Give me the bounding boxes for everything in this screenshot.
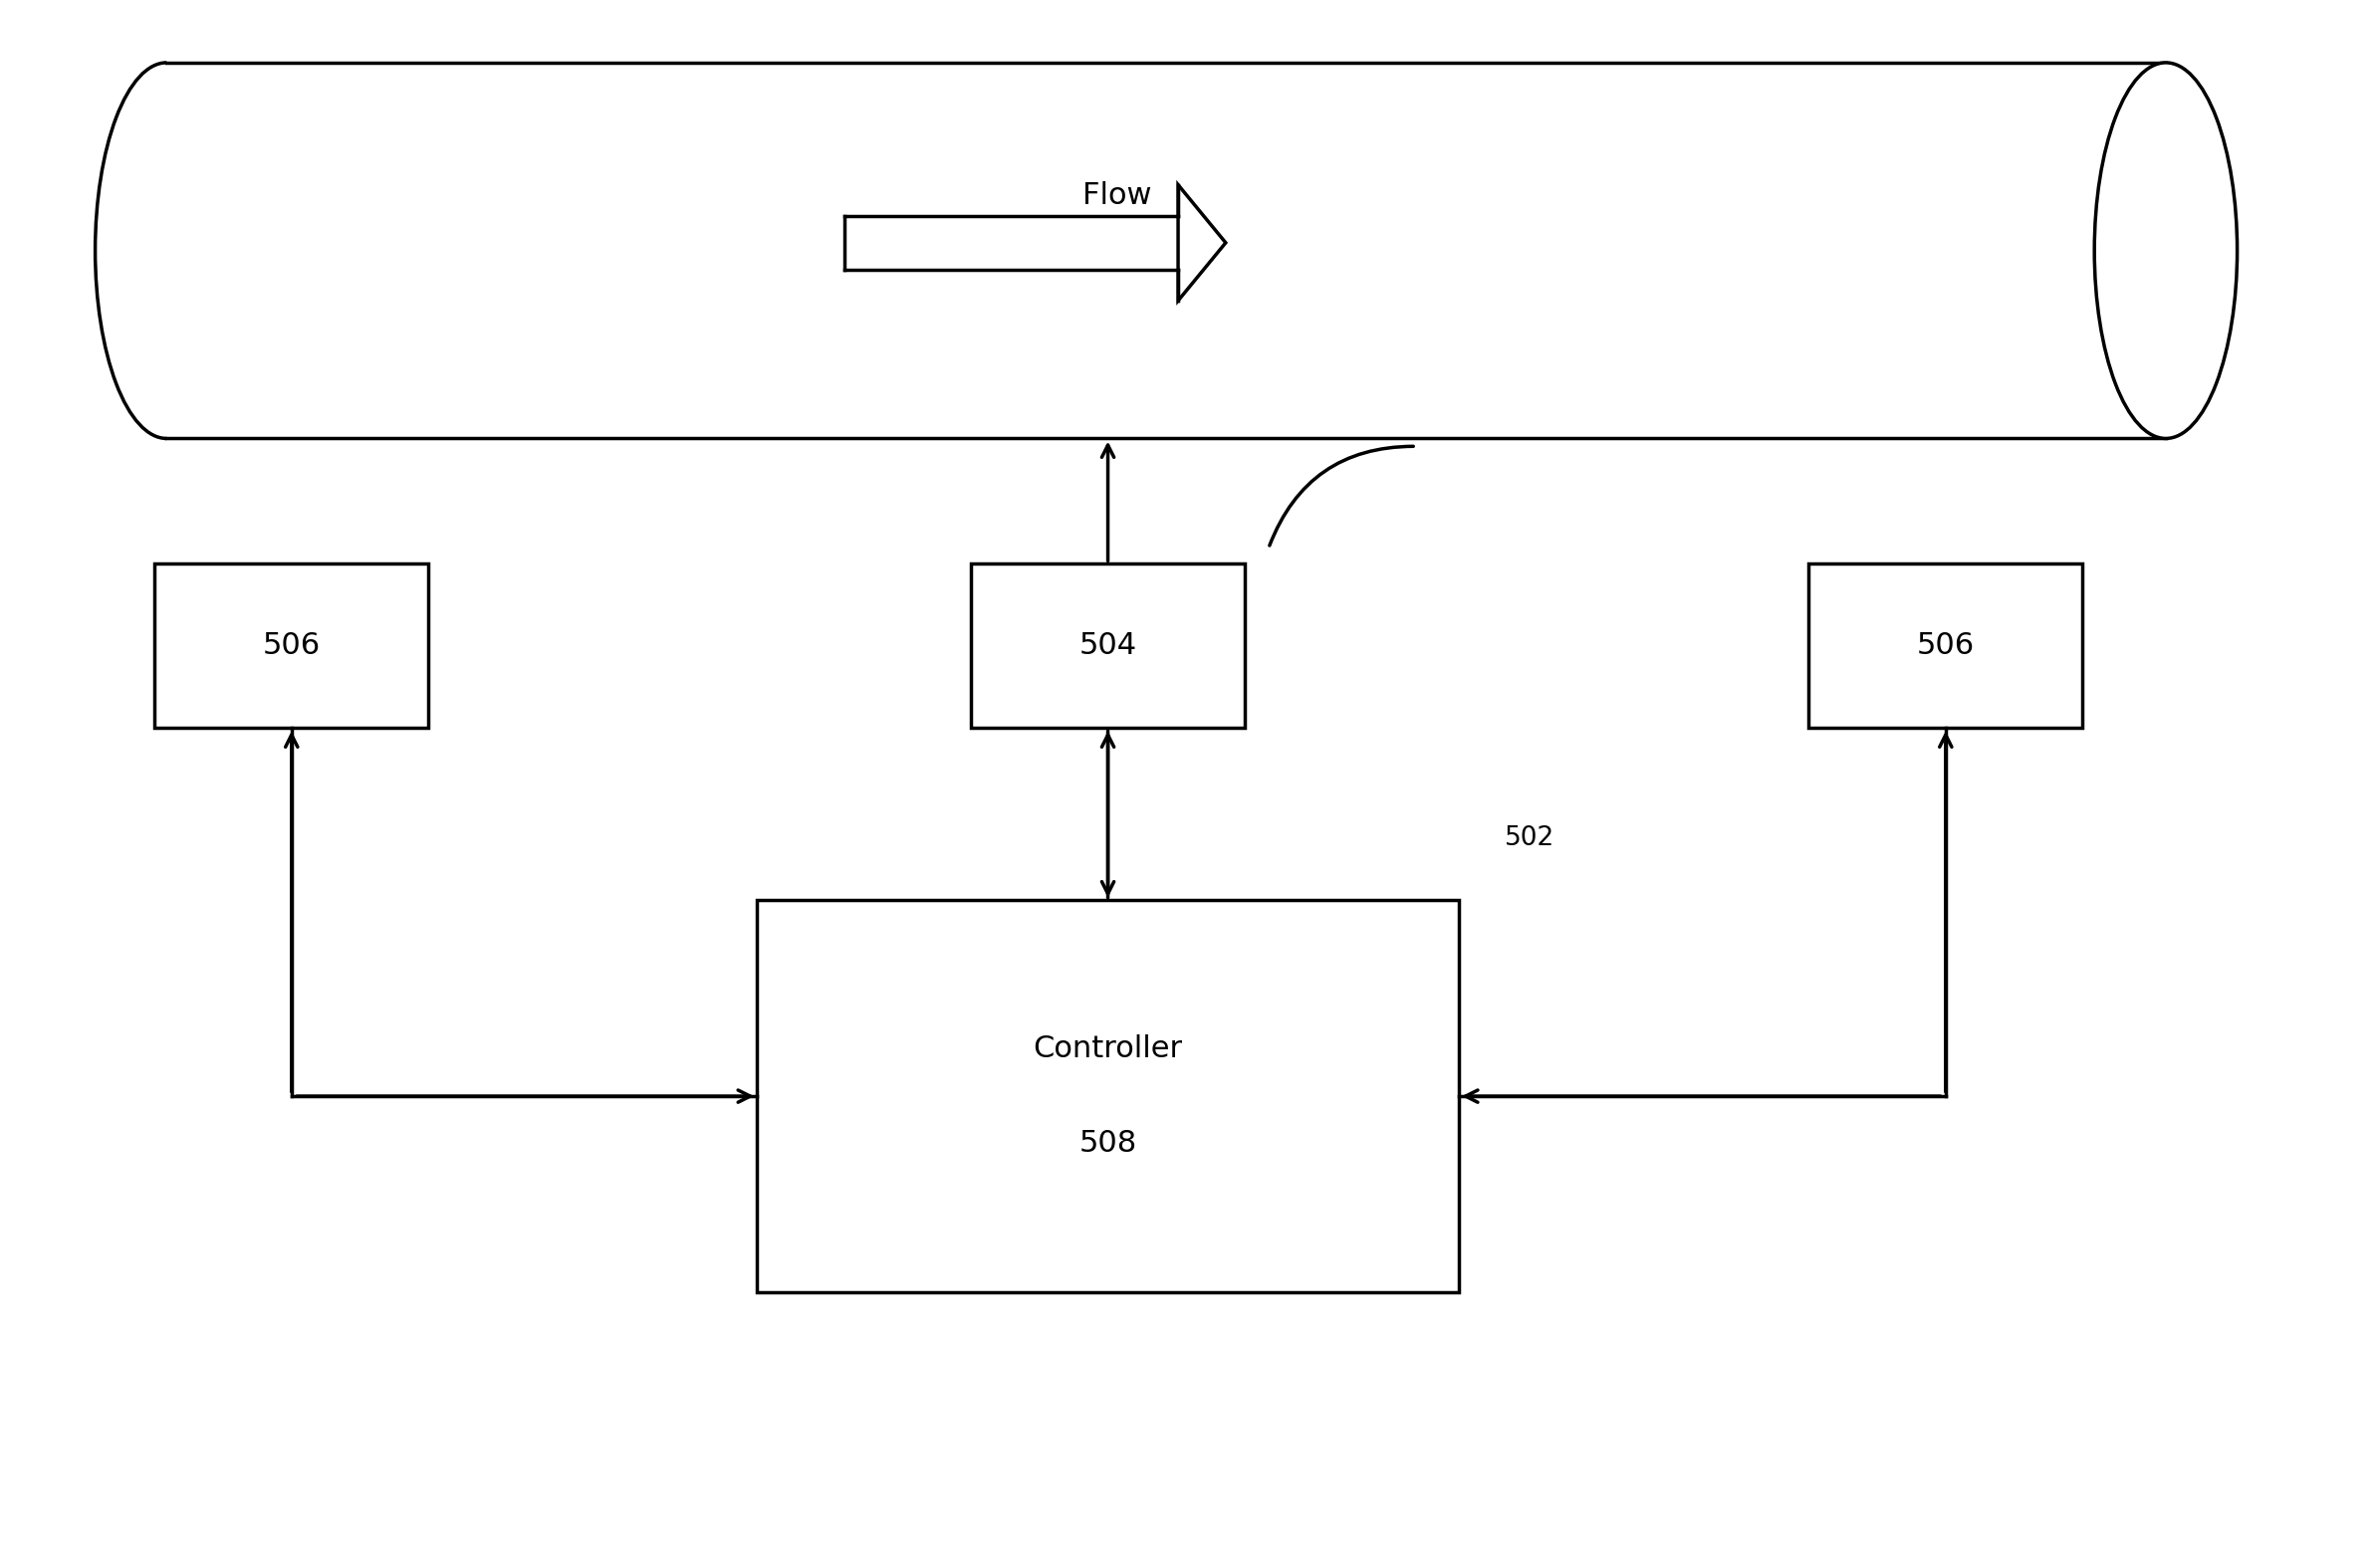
Bar (167, 63, 2166, 438)
Text: 504: 504 (1078, 631, 1138, 661)
Bar (1809, 564, 2082, 728)
Text: 502: 502 (1504, 825, 1554, 850)
Text: 508: 508 (1078, 1129, 1138, 1157)
Bar (971, 564, 1245, 728)
Ellipse shape (2094, 63, 2237, 438)
Text: Flow: Flow (1083, 182, 1152, 210)
Text: Controller: Controller (1033, 1035, 1183, 1063)
Bar (757, 900, 1459, 1292)
Text: 506: 506 (1916, 631, 1975, 661)
Bar (95, 63, 167, 438)
Text: 506: 506 (262, 631, 321, 661)
Bar (155, 564, 428, 728)
